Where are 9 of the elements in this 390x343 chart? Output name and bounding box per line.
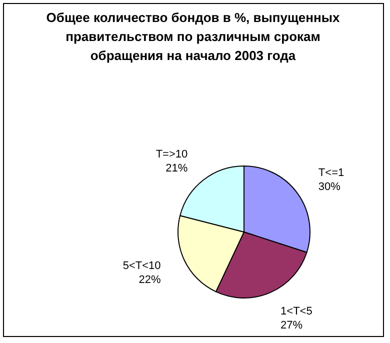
chart-title: Общее количество бондов в %, выпущенных правительством по различным срокам обращения на начало 2003 года [46, 10, 340, 63]
data-label: 30% [318, 180, 341, 193]
slice-label: 5<T<10 [122, 260, 161, 272]
data-label: 22% [138, 274, 161, 286]
data-label: 27% [280, 319, 303, 332]
slice-label: T=>10 [156, 148, 188, 160]
slice-label: 1<T<5 [280, 305, 312, 318]
slice-label: T<=1 [318, 166, 344, 179]
data-label: 21% [166, 162, 188, 174]
